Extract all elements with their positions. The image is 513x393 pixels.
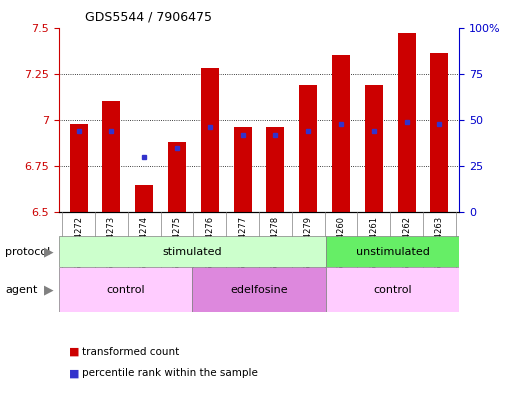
Text: stimulated: stimulated	[163, 246, 222, 257]
Text: ■: ■	[69, 347, 80, 357]
Text: GSM1084279: GSM1084279	[304, 216, 313, 272]
Text: GSM1084276: GSM1084276	[205, 216, 214, 272]
Text: protocol: protocol	[5, 246, 50, 257]
Bar	[398, 33, 416, 212]
Bar	[430, 53, 448, 212]
Bar	[299, 85, 317, 212]
Bar	[59, 267, 192, 312]
Bar	[168, 142, 186, 212]
Text: GSM1084274: GSM1084274	[140, 216, 149, 272]
Text: transformed count: transformed count	[82, 347, 180, 357]
Bar	[135, 184, 153, 212]
Text: GSM1084272: GSM1084272	[74, 216, 83, 272]
Text: GSM1084261: GSM1084261	[369, 216, 379, 272]
Bar	[103, 101, 121, 212]
Bar	[326, 236, 459, 267]
Text: GSM1084260: GSM1084260	[337, 216, 346, 272]
Bar	[365, 85, 383, 212]
Text: ▶: ▶	[44, 245, 53, 258]
Text: GDS5544 / 7906475: GDS5544 / 7906475	[85, 11, 212, 24]
Bar	[332, 55, 350, 212]
Text: percentile rank within the sample: percentile rank within the sample	[82, 368, 258, 378]
Text: control: control	[373, 285, 412, 295]
Text: ▶: ▶	[44, 283, 53, 296]
Text: unstimulated: unstimulated	[356, 246, 429, 257]
Text: control: control	[106, 285, 145, 295]
Bar	[59, 236, 326, 267]
Text: GSM1084273: GSM1084273	[107, 216, 116, 272]
Bar	[233, 127, 252, 212]
Text: ■: ■	[69, 368, 80, 378]
Text: agent: agent	[5, 285, 37, 295]
Bar	[201, 68, 219, 212]
Text: edelfosine: edelfosine	[230, 285, 288, 295]
Text: GSM1084275: GSM1084275	[172, 216, 182, 272]
Bar	[70, 123, 88, 212]
Bar	[266, 127, 285, 212]
Text: GSM1084277: GSM1084277	[238, 216, 247, 272]
Text: GSM1084262: GSM1084262	[402, 216, 411, 272]
Text: GSM1084278: GSM1084278	[271, 216, 280, 272]
Bar	[326, 267, 459, 312]
Text: GSM1084263: GSM1084263	[435, 216, 444, 272]
Bar	[192, 267, 326, 312]
